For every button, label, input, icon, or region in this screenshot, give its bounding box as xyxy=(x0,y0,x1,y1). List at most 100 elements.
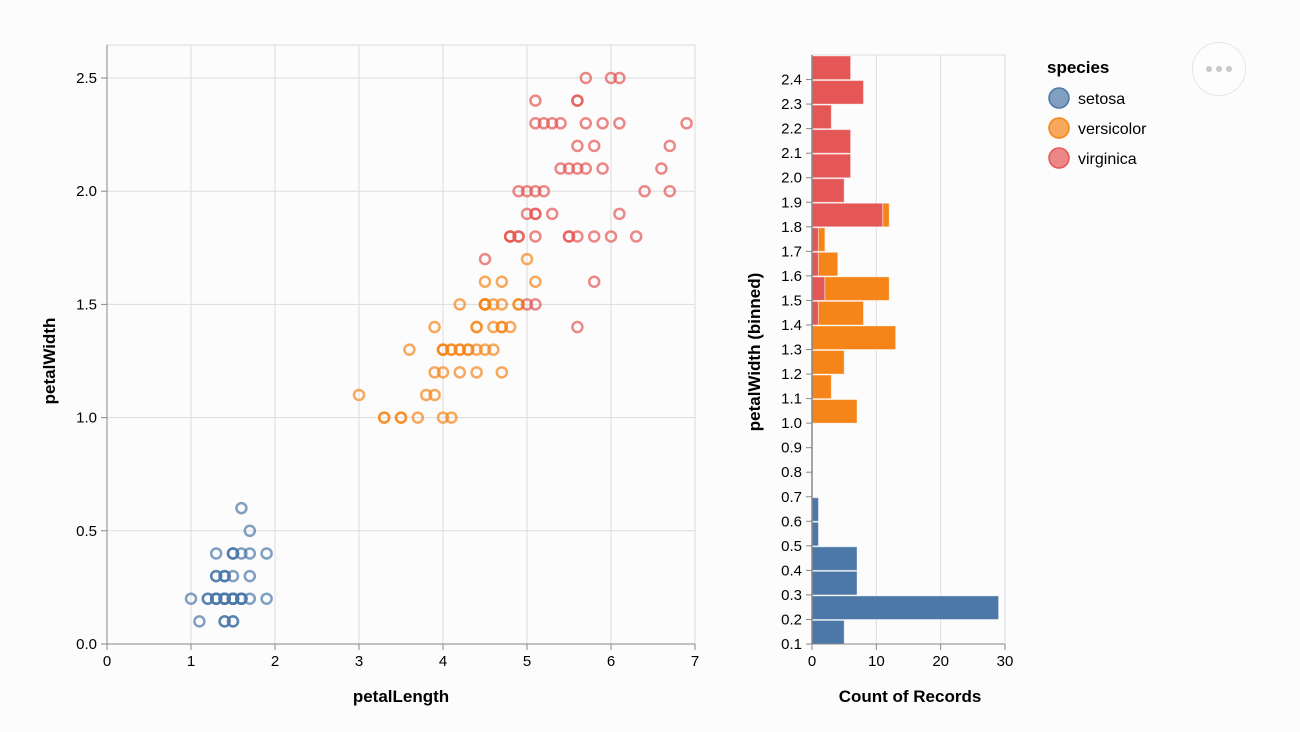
scatter-point-versicolor xyxy=(470,343,483,356)
histogram-bar-virginica xyxy=(811,300,819,326)
scatter-point-virginica xyxy=(613,207,626,221)
scatter-point-virginica xyxy=(537,117,551,130)
scatter-point-setosa xyxy=(235,501,248,515)
scatter-point-virginica xyxy=(579,162,593,175)
scatter-point-virginica xyxy=(604,230,618,243)
ellipsis-icon xyxy=(1216,66,1222,72)
legend-swatch-setosa xyxy=(1048,87,1070,109)
scatter-plot: 0 1 2 3 4 5 6 7 0.0 0.5 1.0 1.5 2.0 2.5 petalLength p… xyxy=(40,44,699,706)
histogram-x-tick-label: 30 xyxy=(997,653,1014,670)
histogram-bar-virginica xyxy=(811,153,852,179)
histogram-y-tick-label: 0.5 xyxy=(781,538,802,555)
histogram-axes: 0 10 20 30 0.1 0.2 0.3 0.4 0.5 0.6 0.7 0.8 0.9 1.0 1.1… xyxy=(781,55,1013,670)
histogram-y-tick-label: 0.3 xyxy=(781,587,802,604)
scatter-x-tick-label: 1 xyxy=(187,653,195,670)
scatter-point-virginica xyxy=(545,207,559,221)
scatter-y-tick-label: 1.5 xyxy=(76,296,97,313)
scatter-point-versicolor xyxy=(470,320,483,334)
scatter-point-versicolor xyxy=(470,366,483,379)
scatter-point-setosa xyxy=(243,524,257,538)
scatter-point-setosa xyxy=(226,592,240,605)
histogram-bar-virginica xyxy=(811,202,884,228)
scatter-point-setosa xyxy=(209,592,223,605)
scatter-frame xyxy=(106,44,696,645)
scatter-x-tick-label: 5 xyxy=(523,653,531,670)
histogram-y-tick-label: 1.0 xyxy=(781,415,802,432)
histogram-y-tick-label: 1.3 xyxy=(781,342,802,359)
scatter-point-setosa xyxy=(226,615,240,628)
histogram-bar-versicolor xyxy=(811,325,897,351)
scatter-point-virginica xyxy=(554,117,567,130)
scatter-x-axis-title: petalLength xyxy=(353,687,449,706)
histogram-y-tick-label: 2.2 xyxy=(781,121,802,138)
scatter-point-versicolor xyxy=(352,388,366,402)
scatter-point-virginica xyxy=(571,94,584,107)
scatter-point-versicolor xyxy=(478,275,492,289)
histogram-y-tick-label: 1.5 xyxy=(781,292,802,309)
histogram-y-tick-label: 2.0 xyxy=(781,170,802,187)
scatter-x-tick-label: 4 xyxy=(439,653,447,670)
histogram-bar-versicolor xyxy=(824,276,890,301)
scatter-point-versicolor xyxy=(487,298,500,311)
histogram-bar-virginica xyxy=(811,104,832,130)
histogram-bars xyxy=(811,55,1000,645)
scatter-point-virginica xyxy=(529,94,542,107)
scatter-point-setosa xyxy=(218,569,231,583)
scatter-point-setosa xyxy=(218,615,231,628)
histogram-y-tick-label: 0.1 xyxy=(781,636,802,653)
scatter-point-setosa xyxy=(226,569,240,583)
scatter-point-versicolor xyxy=(495,320,509,334)
histogram-y-tick-label: 1.2 xyxy=(781,366,802,383)
scatter-point-versicolor xyxy=(487,320,500,334)
scatter-point-versicolor xyxy=(436,343,450,356)
scatter-point-virginica xyxy=(529,207,542,221)
scatter-point-virginica xyxy=(512,184,525,198)
histogram-bar-setosa xyxy=(811,497,819,522)
histogram-y-tick-label: 1.7 xyxy=(781,243,802,260)
scatter-y-axis-title: petalWidth xyxy=(40,318,59,405)
scatter-point-virginica xyxy=(655,162,668,175)
scatter-y-tick-label: 2.5 xyxy=(76,70,97,87)
scatter-y-tick-label: 0.0 xyxy=(76,636,97,653)
scatter-point-virginica xyxy=(520,298,534,311)
scatter-point-setosa xyxy=(243,569,257,583)
scatter-point-virginica xyxy=(529,298,542,311)
scatter-point-virginica xyxy=(512,230,525,243)
histogram-bar-setosa xyxy=(811,546,858,571)
scatter-point-setosa xyxy=(260,547,273,560)
scatter-point-virginica xyxy=(562,162,576,175)
scatter-point-virginica xyxy=(520,207,534,221)
histogram-y-tick-label: 2.1 xyxy=(781,145,802,162)
histogram-bar-versicolor xyxy=(811,399,858,424)
scatter-point-virginica xyxy=(503,230,517,243)
histogram-bar-virginica xyxy=(811,129,852,154)
scatter-point-versicolor xyxy=(394,411,408,424)
actions-menu-button[interactable] xyxy=(1192,42,1246,96)
scatter-point-setosa xyxy=(209,547,223,560)
scatter-point-versicolor xyxy=(436,411,450,424)
scatter-y-tick-label: 1.0 xyxy=(76,410,97,427)
scatter-point-virginica xyxy=(529,117,542,130)
scatter-point-versicolor xyxy=(436,366,450,379)
scatter-point-versicolor xyxy=(495,366,509,379)
ellipsis-icon xyxy=(1226,66,1232,72)
scatter-x-tick-label: 6 xyxy=(607,653,615,670)
histogram-x-tick-label: 20 xyxy=(932,653,949,670)
scatter-y-tick-label: 0.5 xyxy=(76,523,97,540)
scatter-point-setosa xyxy=(184,592,198,605)
histogram-x-tick-label: 10 xyxy=(868,653,885,670)
scatter-point-versicolor xyxy=(478,298,492,311)
scatter-point-virginica xyxy=(529,184,542,198)
scatter-point-virginica xyxy=(638,184,651,198)
scatter-point-virginica xyxy=(629,230,643,243)
scatter-point-virginica xyxy=(554,162,567,175)
histogram-bar-virginica xyxy=(811,55,852,81)
histogram-bar-virginica xyxy=(811,227,819,252)
legend-label-versicolor: versicolor xyxy=(1078,121,1147,138)
ellipsis-icon xyxy=(1206,66,1212,72)
scatter-x-tick-label: 2 xyxy=(271,653,279,670)
scatter-point-versicolor xyxy=(377,411,391,424)
scatter-point-versicolor xyxy=(428,366,441,379)
histogram-y-tick-label: 1.9 xyxy=(781,194,802,211)
scatter-point-setosa xyxy=(209,569,223,583)
